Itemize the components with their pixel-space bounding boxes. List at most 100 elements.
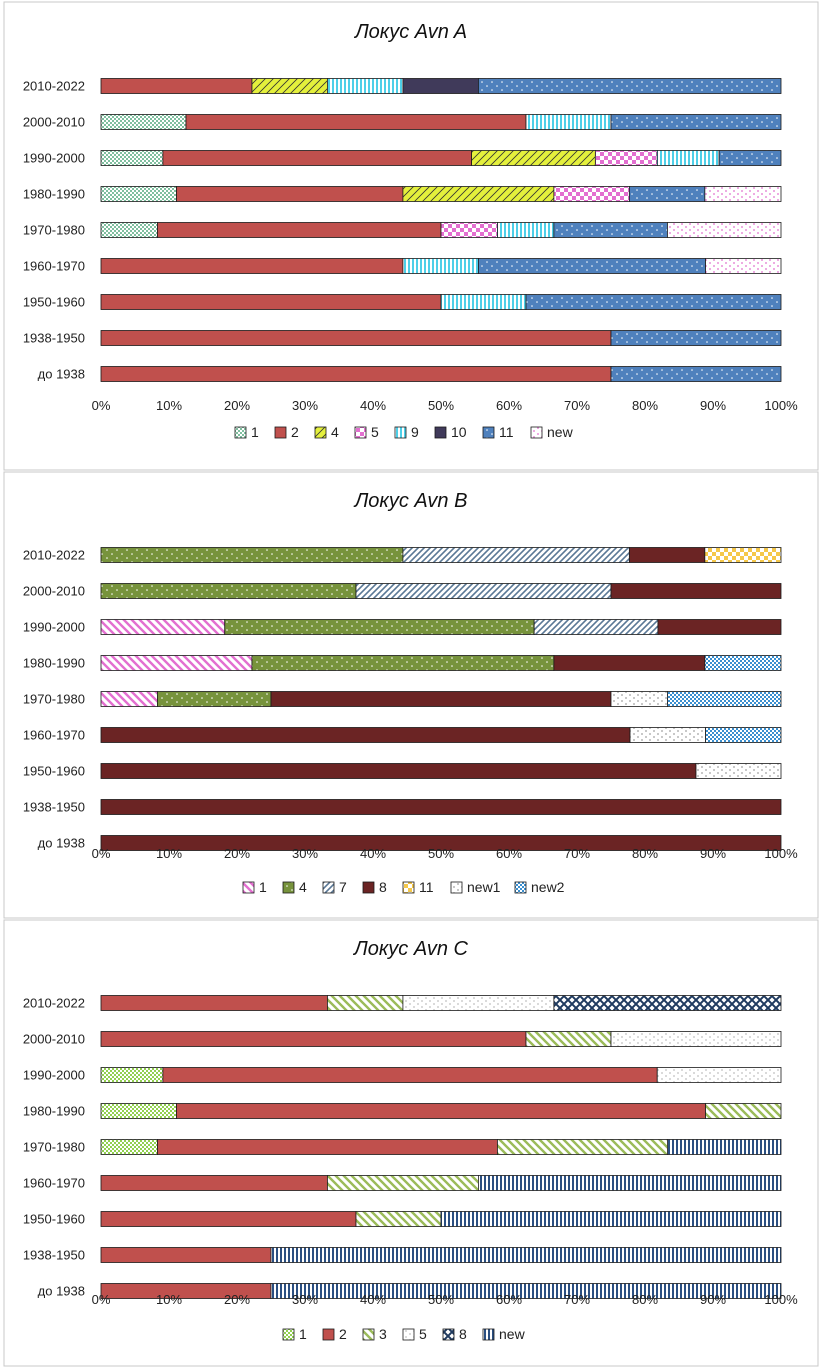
x-tick-label: 60% [496,1292,522,1307]
bar-segment-2 [100,330,612,346]
bar-segment-new1 [610,691,668,707]
bar-segment-2 [100,258,404,274]
bar-segment-2 [100,1211,357,1227]
category-label: 2010-2022 [23,996,85,1011]
legend-swatch [234,426,247,439]
category-label: 1960-1970 [23,728,85,743]
chart-panel-2: Локус Avn B2010-20222000-20101990-200019… [3,471,819,919]
bar-segment-new [270,1283,782,1299]
category-label: 1960-1970 [23,1176,85,1191]
bar-segment-new2 [704,655,782,671]
chart-title: Локус Avn A [353,21,467,43]
legend-swatch [530,426,543,439]
bar-segment-8 [100,763,697,779]
bar-segment-1 [100,114,187,130]
legend-label: 1 [299,1326,307,1342]
bar-segment-1 [100,691,158,707]
legend-label: 8 [379,879,387,895]
bar-segment-11 [718,150,782,166]
bar-segment-2 [185,114,527,130]
legend-label: new2 [531,879,565,895]
legend-swatch [442,1328,455,1341]
x-tick-label: 100% [764,398,798,413]
bar-segment-2 [100,1031,527,1047]
x-tick-label: 10% [156,1292,182,1307]
x-tick-label: 40% [360,846,386,861]
bar-segment-1 [100,1139,158,1155]
category-label: 1990-2000 [23,620,85,635]
bar-segment-new [667,222,782,238]
bar-segment-11 [525,294,782,310]
legend-label: 5 [371,424,379,440]
bar-segment-8 [628,547,706,563]
bar-segment-2 [100,294,442,310]
bar-segment-1 [100,655,253,671]
category-label: 1938-1950 [23,800,85,815]
bar-segment-5 [440,222,498,238]
x-tick-label: 0% [92,398,111,413]
bar-segment-1 [100,186,177,202]
x-tick-label: 50% [428,398,454,413]
category-label: 2000-2010 [23,1032,85,1047]
category-label: до 1938 [38,1284,85,1299]
bar-segment-8 [100,835,782,851]
bar-segment-4 [402,186,555,202]
x-tick-label: 80% [632,846,658,861]
bar-segment-7 [355,583,612,599]
x-tick-label: 70% [564,846,590,861]
bar-segment-10 [402,78,479,94]
bar-segment-new [667,1139,782,1155]
bar-segment-7 [402,547,630,563]
category-label: 1970-1980 [23,223,85,238]
x-tick-label: 10% [156,398,182,413]
bar-segment-8 [270,691,612,707]
x-tick-label: 80% [632,1292,658,1307]
legend-label: 5 [419,1326,427,1342]
legend-label: 1 [251,424,259,440]
bar-segment-4 [471,150,596,166]
bar-segment-3 [525,1031,612,1047]
legend-swatch [482,426,495,439]
bar-segment-2 [176,186,404,202]
bar-segment-2 [100,995,328,1011]
legend-label: 4 [299,879,307,895]
x-tick-label: 20% [224,846,250,861]
x-tick-label: 0% [92,846,111,861]
x-tick-label: 90% [700,398,726,413]
bar-segment-1 [100,1103,177,1119]
category-label: 2000-2010 [23,115,85,130]
x-tick-label: 30% [292,398,318,413]
legend-swatch [274,426,287,439]
x-tick-label: 40% [360,398,386,413]
category-label: до 1938 [38,836,85,851]
bar-segment-2 [100,1247,272,1263]
legend-swatch [282,1328,295,1341]
x-tick-label: 30% [292,1292,318,1307]
legend-label: 1 [259,879,267,895]
bar-segment-4 [251,655,555,671]
bar-segment-11 [610,366,782,382]
bar-segment-3 [355,1211,442,1227]
bar-segment-5 [553,186,630,202]
bar-segment-8 [553,995,782,1011]
x-tick-label: 70% [564,398,590,413]
bar-segment-3 [705,1103,782,1119]
x-tick-label: 40% [360,1292,386,1307]
bar-segment-9 [440,294,527,310]
bar-segment-7 [533,619,659,635]
bar-segment-new2 [705,727,782,743]
category-label: до 1938 [38,367,85,382]
category-label: 1990-2000 [23,151,85,166]
bar-segment-9 [402,258,479,274]
bar-segment-new [477,1175,782,1191]
bar-segment-3 [497,1139,668,1155]
legend-swatch [362,1328,375,1341]
legend-label: 2 [291,424,299,440]
bar-segment-8 [100,799,782,815]
category-label: 1990-2000 [23,1068,85,1083]
bar-segment-3 [327,995,404,1011]
legend-label: 9 [411,424,419,440]
bar-segment-new2 [667,691,782,707]
bar-segment-9 [656,150,720,166]
